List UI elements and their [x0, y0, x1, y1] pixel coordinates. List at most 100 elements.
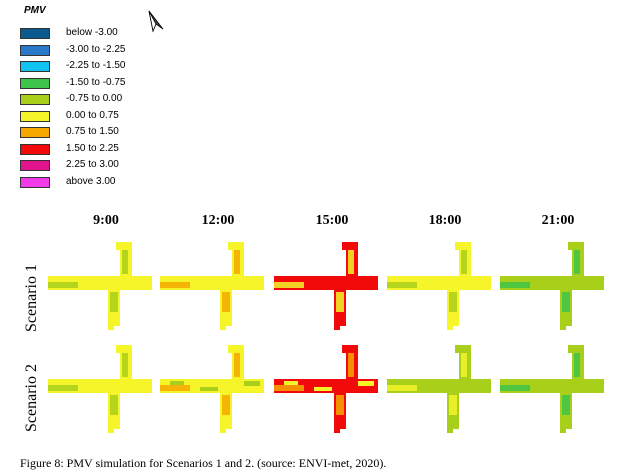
site-plan-map — [387, 345, 491, 433]
legend-label: -2.25 to -1.50 — [66, 60, 126, 71]
legend-item: below -3.00 — [20, 27, 220, 42]
legend-swatch — [20, 127, 50, 138]
legend-item: -0.75 to 0.00 — [20, 93, 220, 108]
pmv-zone — [284, 381, 298, 385]
legend-swatch — [20, 160, 50, 171]
pmv-zone — [461, 250, 467, 274]
site-plan-map — [48, 345, 152, 433]
pmv-zone — [500, 282, 530, 288]
pmv-zone — [160, 385, 190, 391]
plan-segment — [342, 345, 348, 353]
pmv-map-panel — [160, 343, 276, 443]
pmv-zone — [160, 282, 190, 288]
plan-segment — [455, 345, 461, 353]
pmv-map-panel — [274, 343, 390, 443]
legend-item: above 3.00 — [20, 175, 220, 191]
column-header: 21:00 — [541, 213, 575, 228]
plan-segment — [116, 345, 122, 353]
legend-item: 2.25 to 3.00 — [20, 159, 220, 174]
legend-label: below -3.00 — [66, 27, 118, 38]
pmv-zone — [200, 387, 218, 391]
legend-item: -3.00 to -2.25 — [20, 43, 220, 59]
legend-label: -0.75 to 0.00 — [66, 93, 123, 104]
plan-segment — [334, 427, 340, 433]
site-plan-map — [500, 242, 604, 330]
pmv-zone — [222, 292, 230, 312]
pmv-zone — [314, 387, 332, 391]
pmv-zone — [110, 395, 118, 415]
pmv-zone — [562, 292, 570, 312]
pmv-map-panel — [500, 343, 616, 443]
plan-segment — [447, 324, 453, 330]
pmv-zone — [48, 282, 78, 288]
plan-segment — [116, 242, 122, 250]
pmv-zone — [234, 250, 240, 274]
legend-item: 0.75 to 1.50 — [20, 126, 220, 141]
row-label-scenario-1: Scenario 1 — [23, 264, 40, 332]
pmv-map-panel — [48, 343, 164, 443]
pmv-zone — [274, 385, 304, 391]
pmv-zone — [222, 395, 230, 415]
legend-swatch — [20, 94, 50, 105]
legend-label: 2.25 to 3.00 — [66, 159, 119, 170]
column-header: 18:00 — [428, 213, 462, 228]
pmv-zone — [574, 250, 580, 274]
row-label-scenario-2: Scenario 2 — [23, 364, 40, 432]
pmv-map-panel — [387, 240, 503, 340]
pmv-zone — [574, 353, 580, 377]
pmv-zone — [348, 250, 354, 274]
column-header: 15:00 — [315, 213, 349, 228]
legend-swatch — [20, 44, 50, 56]
plan-segment — [220, 427, 226, 433]
legend-label: 0.00 to 0.75 — [66, 109, 119, 121]
legend-swatch — [20, 61, 50, 72]
site-plan-map — [387, 242, 491, 330]
legend-item: 1.50 to 2.25 — [20, 142, 220, 158]
plan-segment — [455, 242, 461, 250]
legend-swatch — [20, 77, 50, 89]
site-plan-map — [160, 345, 264, 433]
legend-label: 1.50 to 2.25 — [66, 142, 119, 154]
legend-label: above 3.00 — [66, 175, 116, 187]
pmv-map-panel — [48, 240, 164, 340]
legend-swatch — [20, 110, 50, 122]
pmv-map-panel — [274, 240, 390, 340]
site-plan-map — [160, 242, 264, 330]
pmv-zone — [500, 385, 530, 391]
north-arrow-icon — [148, 10, 164, 33]
plan-segment — [560, 324, 566, 330]
legend-item: 0.00 to 0.75 — [20, 109, 220, 125]
legend-swatch — [20, 28, 50, 39]
plan-segment — [334, 324, 340, 330]
pmv-zone — [562, 395, 570, 415]
pmv-map-panel — [160, 240, 276, 340]
pmv-zone — [449, 395, 457, 415]
pmv-map-panel — [500, 240, 616, 340]
pmv-zone — [122, 250, 128, 274]
legend-item: -1.50 to -0.75 — [20, 77, 220, 92]
legend-swatch — [20, 143, 50, 155]
pmv-zone — [48, 385, 78, 391]
pmv-zone — [336, 292, 344, 312]
plan-segment — [447, 427, 453, 433]
pmv-zone — [170, 381, 184, 385]
site-plan-map — [274, 345, 378, 433]
plan-segment — [560, 427, 566, 433]
pmv-zone — [449, 292, 457, 312]
plan-segment — [568, 345, 574, 353]
site-plan-map — [274, 242, 378, 330]
pmv-zone — [274, 282, 304, 288]
legend-title: PMV — [24, 5, 46, 16]
plan-segment — [228, 345, 234, 353]
plan-segment — [568, 242, 574, 250]
column-header: 12:00 — [201, 213, 235, 228]
site-plan-map — [500, 345, 604, 433]
legend-label: -3.00 to -2.25 — [66, 43, 126, 55]
pmv-zone — [110, 292, 118, 312]
pmv-zone — [461, 353, 467, 377]
pmv-zone — [387, 282, 417, 288]
pmv-zone — [348, 353, 354, 377]
pmv-zone — [244, 381, 260, 386]
pmv-zone — [358, 381, 374, 386]
pmv-zone — [234, 353, 240, 377]
